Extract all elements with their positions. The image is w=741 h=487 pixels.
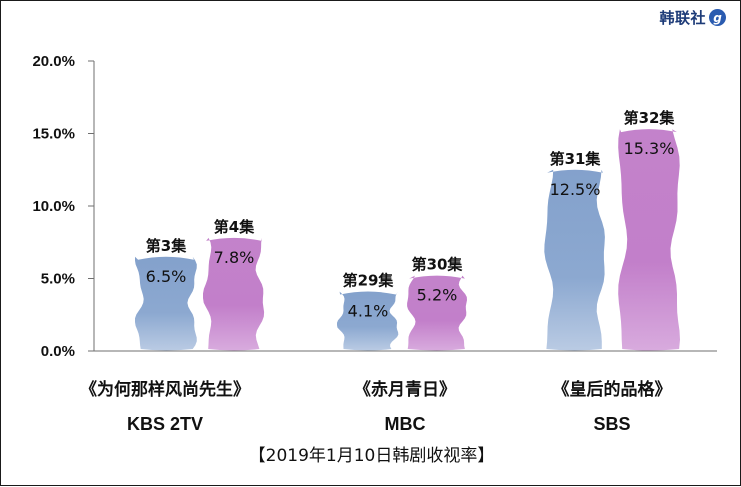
value-label: 7.8% xyxy=(214,248,255,267)
show-title: 《为何那样风尚先生》 xyxy=(80,380,250,400)
value-label: 4.1% xyxy=(348,302,389,321)
show-title: 《皇后的品格》 xyxy=(552,380,672,400)
brand-name: 韩联社 xyxy=(659,9,706,27)
bar-purple xyxy=(407,275,467,351)
chart-caption: 【2019年1月10日韩剧收视率】 xyxy=(248,446,495,466)
brand-g-icon: g xyxy=(709,9,726,26)
value-label: 5.2% xyxy=(417,286,458,305)
episode-label: 第30集 xyxy=(412,256,464,274)
episode-label: 第3集 xyxy=(146,237,187,255)
y-tick-label: 20.0% xyxy=(32,53,75,70)
episode-label: 第4集 xyxy=(214,218,255,236)
network-name: MBC xyxy=(384,414,426,434)
episode-label: 第32集 xyxy=(624,109,676,127)
bar-blue xyxy=(544,169,605,351)
episode-label: 第31集 xyxy=(550,150,602,168)
network-name: KBS 2TV xyxy=(126,414,204,434)
category-label-mbc: 《赤月青日》 MBC xyxy=(305,375,505,435)
y-tick-label: 0.0% xyxy=(41,343,75,360)
category-label-kbs: 《为何那样风尚先生》 KBS 2TV xyxy=(65,375,265,435)
y-tick-label: 5.0% xyxy=(41,271,75,288)
episode-label: 第29集 xyxy=(343,272,395,290)
bar-blue xyxy=(337,291,399,351)
y-tick-label: 10.0% xyxy=(32,198,75,215)
value-label: 15.3% xyxy=(624,139,675,158)
bar-blue xyxy=(135,256,197,351)
y-tick-label: 15.0% xyxy=(32,126,75,143)
brand-logo: 韩联社 g xyxy=(659,7,726,28)
bar-purple xyxy=(618,129,680,351)
value-label: 12.5% xyxy=(550,180,601,199)
show-title: 《赤月青日》 xyxy=(354,380,456,400)
network-name: SBS xyxy=(593,414,631,434)
bar-purple xyxy=(203,237,265,351)
value-label: 6.5% xyxy=(146,267,187,286)
category-label-sbs: 《皇后的品格》 SBS xyxy=(512,375,712,435)
